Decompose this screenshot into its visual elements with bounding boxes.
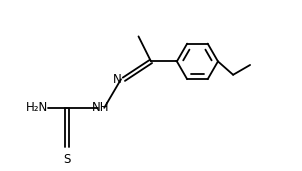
Text: S: S [63,153,71,166]
Text: H₂N: H₂N [26,101,48,114]
Text: N: N [113,73,121,86]
Text: NH: NH [92,101,110,114]
